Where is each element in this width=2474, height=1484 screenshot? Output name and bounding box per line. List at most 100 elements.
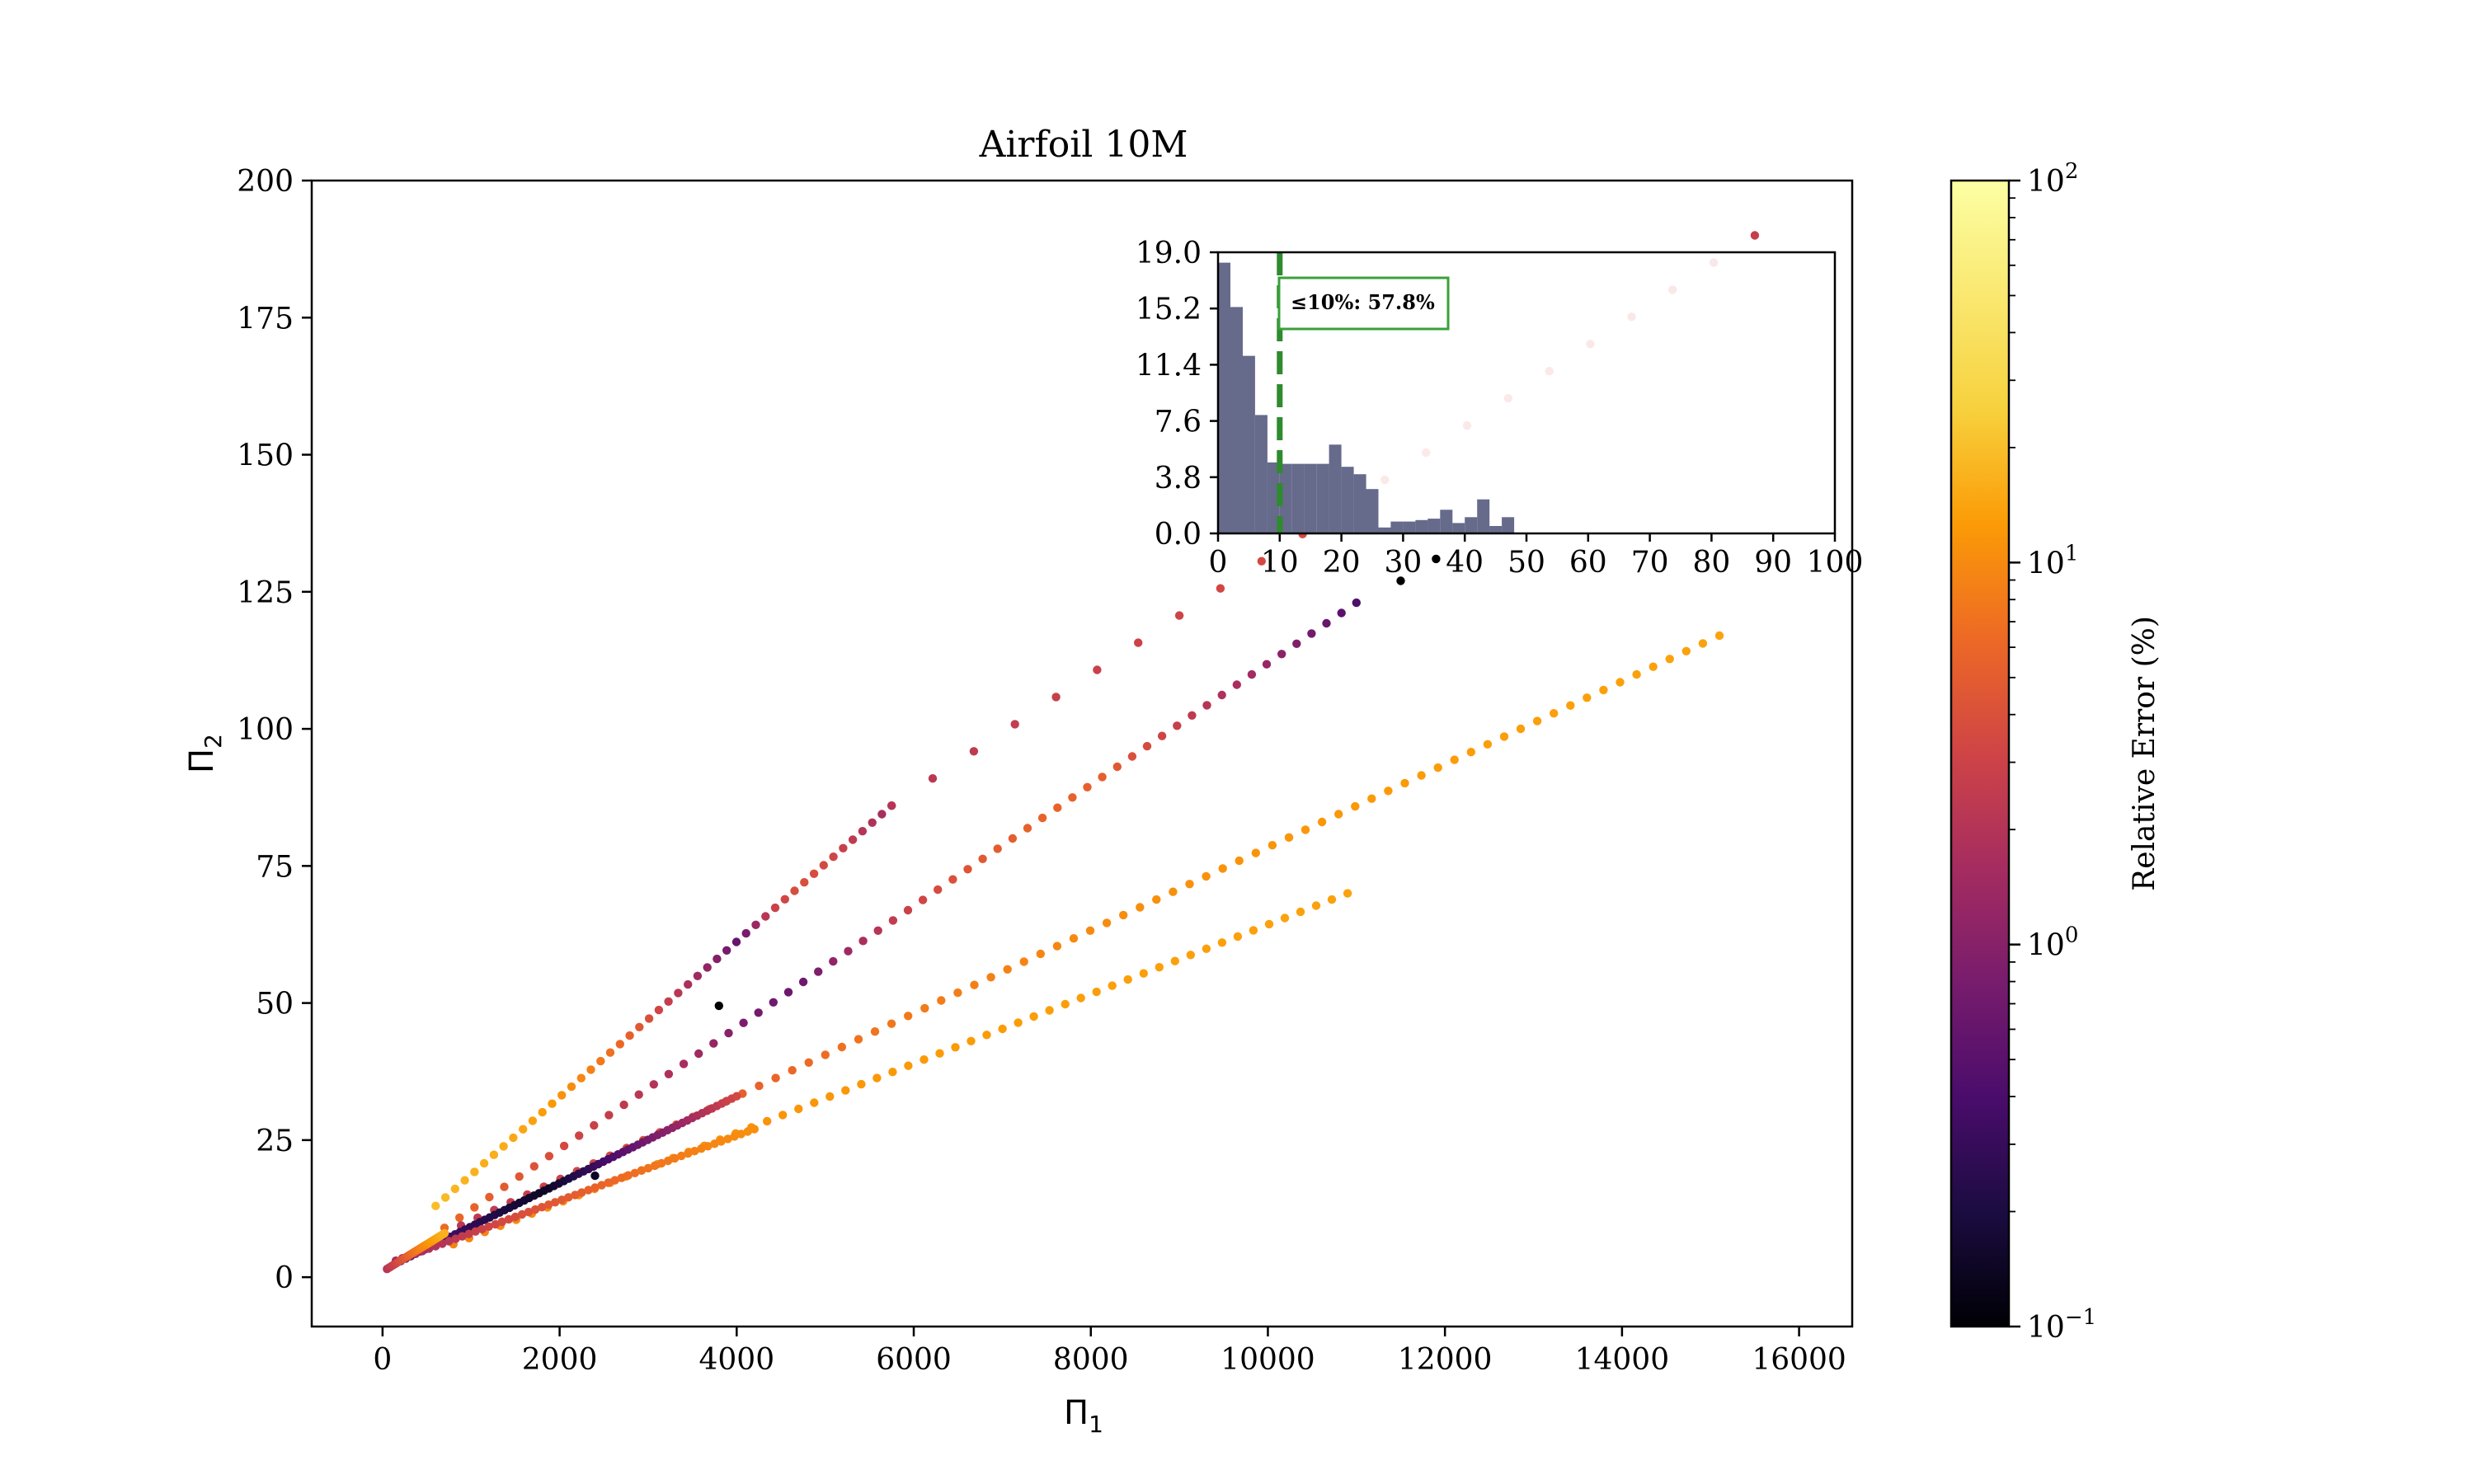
scatter-point bbox=[1098, 773, 1107, 782]
scatter-point bbox=[690, 1147, 699, 1156]
scatter-point bbox=[470, 1203, 479, 1212]
scatter-point bbox=[870, 1027, 880, 1036]
scatter-point bbox=[1010, 720, 1019, 729]
scatter-point bbox=[1023, 824, 1032, 833]
colorbar-tick-label: 100 bbox=[2027, 923, 2078, 963]
scatter-point bbox=[1119, 910, 1128, 920]
scatter-point bbox=[643, 1163, 653, 1173]
chart-title: Airfoil 10M bbox=[979, 124, 1188, 166]
y-tick-label: 125 bbox=[237, 576, 294, 610]
scatter-point bbox=[1108, 981, 1117, 990]
colorbar-tick-label: 101 bbox=[2027, 541, 2078, 580]
scatter-point bbox=[837, 1042, 847, 1052]
scatter-point bbox=[510, 1212, 520, 1222]
histogram-bar bbox=[1415, 519, 1428, 533]
inset-x-tick-label: 30 bbox=[1384, 546, 1422, 580]
scatter-point bbox=[644, 1014, 654, 1023]
scatter-point bbox=[519, 1125, 528, 1134]
scatter-point bbox=[769, 998, 778, 1007]
x-axis-label: Π1 bbox=[1064, 1394, 1103, 1438]
scatter-point bbox=[982, 1031, 991, 1040]
scatter-point bbox=[1277, 650, 1286, 659]
scatter-point bbox=[1483, 740, 1493, 749]
scatter-point bbox=[1127, 752, 1137, 761]
inset-x-tick-label: 100 bbox=[1807, 546, 1864, 580]
scatter-point bbox=[567, 1082, 576, 1092]
scatter-point bbox=[798, 977, 808, 987]
scatter-point bbox=[1029, 1012, 1038, 1021]
y-tick-label: 150 bbox=[237, 439, 294, 473]
scatter-point bbox=[920, 1003, 929, 1013]
scatter-point bbox=[800, 878, 809, 887]
scatter-point bbox=[1235, 856, 1244, 866]
scatter-point bbox=[844, 946, 853, 956]
scatter-point bbox=[635, 1022, 644, 1032]
scatter-point bbox=[697, 1144, 706, 1153]
scatter-point bbox=[920, 1055, 929, 1064]
inset-x-tick-label: 0 bbox=[1209, 546, 1228, 580]
scatter-point bbox=[623, 1171, 633, 1180]
scatter-point bbox=[709, 1039, 718, 1048]
scatter-point bbox=[1186, 951, 1196, 960]
scatter-point bbox=[877, 810, 887, 819]
scatter-point bbox=[934, 885, 943, 895]
annotation-box: ≤10%: 57.8% bbox=[1277, 276, 1450, 331]
inset-x-tick-label: 10 bbox=[1261, 546, 1299, 580]
scatter-point bbox=[1262, 660, 1272, 669]
scatter-point bbox=[755, 1081, 764, 1091]
colorbar-tick-label: 10−1 bbox=[2027, 1305, 2096, 1345]
scatter-point bbox=[1218, 864, 1227, 873]
scatter-point bbox=[1352, 598, 1362, 608]
scatter-point bbox=[732, 1092, 741, 1101]
scatter-point bbox=[888, 1068, 897, 1077]
scatter-point bbox=[953, 988, 962, 998]
scatter-point bbox=[551, 1198, 560, 1207]
scatter-point bbox=[1185, 880, 1194, 889]
x-tick-label: 10000 bbox=[1221, 1343, 1315, 1377]
scatter-point bbox=[548, 1099, 557, 1108]
scatter-point bbox=[937, 996, 946, 1005]
scatter-point bbox=[1249, 926, 1258, 935]
colorbar-label: Relative Error (%) bbox=[2128, 616, 2161, 891]
histogram-bar bbox=[1267, 462, 1280, 533]
scatter-point bbox=[736, 1129, 745, 1139]
scatter-point bbox=[1566, 701, 1575, 710]
scatter-point bbox=[804, 1058, 813, 1068]
histogram-bar bbox=[1452, 523, 1465, 533]
inset-y-tick-label: 3.8 bbox=[1155, 462, 1202, 495]
scatter-point bbox=[1202, 944, 1211, 954]
inset-x-tick-label: 70 bbox=[1631, 546, 1669, 580]
scatter-point bbox=[485, 1192, 494, 1202]
scatter-point bbox=[717, 1137, 726, 1146]
scatter-point bbox=[596, 1056, 605, 1066]
scatter-point bbox=[1417, 771, 1426, 780]
x-tick-label: 14000 bbox=[1575, 1343, 1670, 1377]
scatter-point bbox=[664, 1069, 674, 1079]
scatter-point bbox=[484, 1222, 493, 1232]
scatter-point bbox=[1217, 690, 1226, 700]
scatter-point bbox=[497, 1217, 506, 1227]
scatter-point bbox=[431, 1201, 440, 1210]
scatter-point bbox=[1632, 669, 1641, 679]
scatter-point bbox=[825, 1092, 835, 1101]
colorbar-gradient bbox=[1951, 181, 2009, 1327]
scatter-point bbox=[1264, 919, 1274, 929]
scatter-point bbox=[888, 916, 898, 925]
scatter-point bbox=[1292, 639, 1301, 648]
scatter-point bbox=[751, 920, 760, 930]
scatter-point bbox=[1251, 848, 1261, 857]
scatter-point bbox=[590, 1183, 600, 1192]
scatter-point bbox=[1698, 639, 1708, 648]
scatter-point bbox=[970, 980, 979, 989]
histogram-bar bbox=[1489, 526, 1503, 533]
scatter-point bbox=[544, 1152, 554, 1161]
scatter-point bbox=[858, 827, 868, 836]
scatter-point bbox=[1202, 871, 1211, 881]
scatter-point bbox=[571, 1190, 580, 1200]
y-tick-label: 50 bbox=[256, 988, 294, 1021]
histogram-bar bbox=[1242, 355, 1255, 533]
scatter-point bbox=[440, 1193, 450, 1202]
scatter-point bbox=[1188, 711, 1197, 720]
scatter-point bbox=[904, 1012, 913, 1021]
histogram-bar bbox=[1291, 463, 1305, 533]
